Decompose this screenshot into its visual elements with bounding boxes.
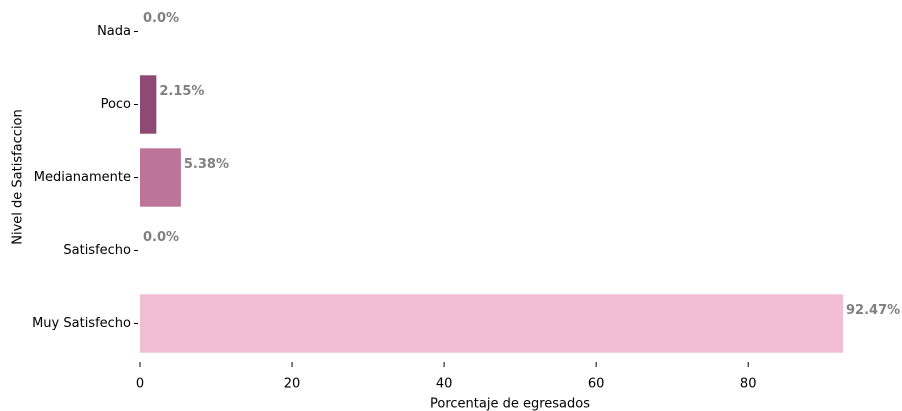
- value-label: 0.0%: [143, 230, 179, 245]
- y-axis-label: Nivel de Satisfaccion: [11, 109, 26, 245]
- x-axis-label: Porcentaje de egresados: [430, 397, 590, 411]
- x-tick-label: 20: [284, 377, 301, 392]
- bar: [140, 294, 843, 353]
- value-label: 5.38%: [184, 157, 229, 172]
- y-tick-label: Nada: [97, 24, 131, 39]
- x-tick-label: 60: [588, 377, 605, 392]
- x-tick-label: 40: [436, 377, 453, 392]
- bar: [140, 75, 157, 134]
- x-tick-label: 80: [740, 377, 757, 392]
- y-tick-label: Medianamente: [34, 170, 131, 185]
- bar: [140, 148, 181, 207]
- value-label: 0.0%: [143, 11, 179, 26]
- value-label: 92.47%: [846, 303, 900, 318]
- value-label: 2.15%: [159, 84, 204, 99]
- y-tick-label: Satisfecho: [63, 243, 131, 258]
- y-tick-label: Poco: [101, 97, 131, 112]
- y-tick-label: Muy Satisfecho: [32, 316, 131, 331]
- x-tick-label: 0: [136, 377, 144, 392]
